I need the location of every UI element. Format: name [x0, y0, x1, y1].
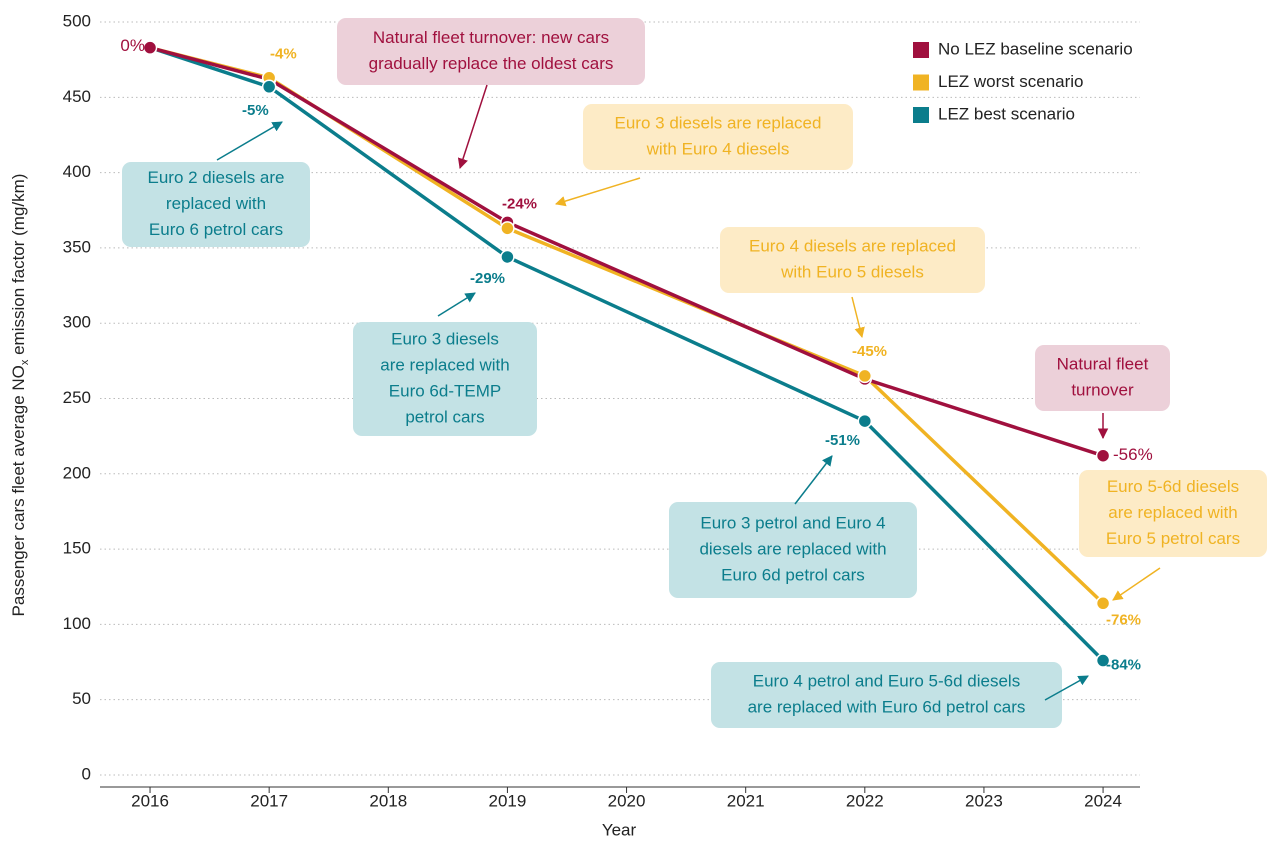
callout-text: replaced with	[166, 194, 266, 213]
x-tick-label: 2023	[965, 791, 1003, 810]
data-point	[500, 221, 515, 236]
legend-swatch	[913, 42, 929, 58]
data-point	[261, 79, 277, 95]
callout-text: Euro 2 diesels are	[147, 168, 284, 187]
change-label: -5%	[242, 102, 269, 119]
callout-text: Euro 6 petrol cars	[149, 220, 283, 239]
callout-box	[1035, 345, 1170, 411]
callout-text: gradually replace the oldest cars	[369, 54, 614, 73]
y-tick-label: 250	[63, 388, 91, 407]
callout-text: Euro 5 petrol cars	[1106, 529, 1240, 548]
change-label: -51%	[825, 432, 860, 449]
callout-arrow	[794, 455, 833, 505]
callout-text: diesels are replaced with	[699, 539, 886, 558]
data-point	[142, 40, 158, 55]
callout-box	[1079, 470, 1267, 557]
callout-text: are replaced with	[1108, 503, 1237, 522]
callout-arrow	[457, 84, 488, 169]
callout-text: with Euro 5 diesels	[780, 262, 924, 281]
callout-box	[337, 18, 645, 85]
y-tick-label: 100	[63, 614, 91, 633]
change-label: -45%	[852, 343, 887, 360]
change-label: -56%	[1113, 445, 1153, 464]
callout-text: Euro 3 diesels	[391, 329, 499, 348]
change-label: -84%	[1106, 656, 1141, 673]
callout-text: Euro 3 petrol and Euro 4	[700, 513, 885, 532]
callout-text: Euro 4 diesels are replaced	[749, 236, 956, 255]
x-tick-label: 2017	[250, 791, 288, 810]
x-tick-label: 2020	[608, 791, 646, 810]
legend-swatch	[913, 74, 929, 91]
callout-box	[353, 322, 537, 436]
legend-label: LEZ best scenario	[938, 104, 1075, 123]
callout-arrow	[216, 121, 283, 161]
data-point	[1095, 596, 1111, 611]
callout-text: petrol cars	[405, 407, 484, 426]
callout-text: with Euro 4 diesels	[646, 139, 790, 158]
x-tick-label: 2024	[1084, 791, 1122, 810]
callout-box	[669, 502, 917, 598]
change-label: -76%	[1106, 611, 1141, 628]
callout-text: Euro 3 diesels are replaced	[615, 113, 822, 132]
callout-text: Euro 6d-TEMP	[389, 381, 501, 400]
callout-text: Euro 6d petrol cars	[721, 565, 865, 584]
change-label: -4%	[270, 46, 297, 63]
y-label-part: emission factor (mg/km)	[9, 174, 28, 360]
callout-text: turnover	[1071, 380, 1134, 399]
legend-swatch	[913, 107, 929, 123]
x-axis-label: Year	[602, 820, 637, 839]
y-tick-label: 150	[63, 539, 91, 558]
data-point	[857, 413, 873, 429]
callout-text: Euro 4 petrol and Euro 5-6d diesels	[753, 671, 1020, 690]
change-label: -29%	[470, 270, 505, 287]
y-tick-label: 300	[63, 313, 91, 332]
callout-text: are replaced with	[380, 355, 509, 374]
callout-text: Natural fleet turnover: new cars	[373, 28, 609, 47]
y-tick-label: 200	[63, 463, 91, 482]
callout-arrow	[437, 292, 476, 317]
callout-text: Natural fleet	[1057, 354, 1149, 373]
y-tick-label: 500	[63, 12, 91, 31]
y-tick-label: 450	[63, 87, 91, 106]
callout-box	[720, 227, 985, 293]
data-point	[857, 368, 873, 384]
x-tick-label: 2022	[846, 791, 884, 810]
change-label: 0%	[120, 36, 145, 55]
y-label-sub: x	[19, 359, 31, 365]
y-tick-label: 0	[82, 764, 91, 783]
y-tick-label: 400	[63, 162, 91, 181]
callout-text: are replaced with Euro 6d petrol cars	[748, 697, 1026, 716]
y-tick-label: 50	[72, 689, 91, 708]
data-point	[1095, 448, 1111, 463]
callout-box	[122, 162, 310, 247]
data-point	[1095, 653, 1111, 668]
callout-arrow	[851, 296, 865, 339]
callout-text: Euro 5-6d diesels	[1107, 477, 1239, 496]
data-point	[500, 249, 515, 265]
callout-arrow	[1044, 675, 1089, 701]
x-tick-label: 2016	[131, 791, 169, 810]
x-tick-label: 2018	[369, 791, 407, 810]
callout-arrow	[1112, 567, 1161, 601]
callout-box	[583, 104, 853, 170]
change-label: -24%	[502, 195, 537, 212]
callout-arrow	[554, 177, 641, 207]
y-label-part: Passenger cars fleet average NO	[9, 365, 28, 616]
callout-box	[711, 662, 1062, 728]
y-tick-label: 350	[63, 237, 91, 256]
x-tick-label: 2021	[727, 791, 765, 810]
y-axis-label: Passenger cars fleet average NOx emissio…	[9, 174, 30, 617]
x-tick-label: 2019	[489, 791, 527, 810]
legend-label: No LEZ baseline scenario	[938, 39, 1133, 58]
legend-label: LEZ worst scenario	[938, 72, 1084, 91]
